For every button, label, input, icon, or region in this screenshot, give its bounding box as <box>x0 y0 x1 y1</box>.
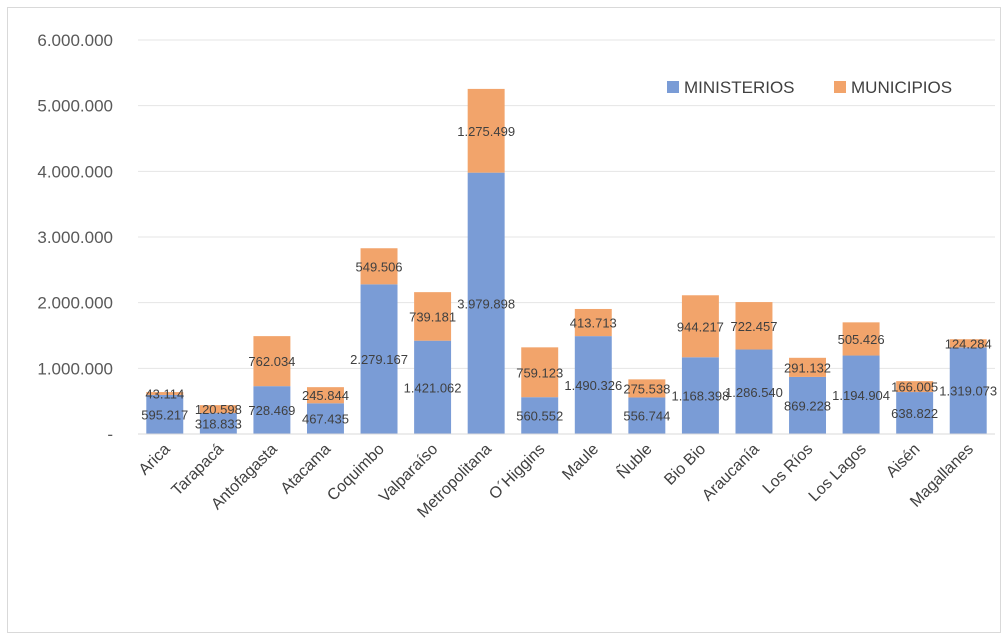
data-label-municipios: 1.275.499 <box>457 124 515 139</box>
data-label-municipios: 413.713 <box>570 316 617 331</box>
x-tick-label: Los Ríos <box>760 441 817 498</box>
bar-ministerios <box>628 397 666 434</box>
data-label-municipios: 549.506 <box>356 259 403 274</box>
data-label-municipios: 245.844 <box>302 388 349 403</box>
data-label-ministerios: 1.286.540 <box>725 385 783 400</box>
bar-ministerios <box>414 340 452 434</box>
y-tick-label: 3.000.000 <box>37 228 113 247</box>
bar-municipios <box>253 336 291 387</box>
data-label-ministerios: 869.228 <box>784 398 831 413</box>
data-label-municipios: 120.598 <box>195 402 242 417</box>
bar-municipios <box>789 357 827 377</box>
data-label-ministerios: 556.744 <box>623 409 670 424</box>
data-label-ministerios: 595.217 <box>141 407 188 422</box>
bar-ministerios <box>681 357 719 434</box>
x-tick-label: Arica <box>136 441 174 479</box>
data-label-ministerios: 1.194.904 <box>832 388 890 403</box>
bar-municipios <box>467 88 505 173</box>
bar-ministerios <box>467 172 505 434</box>
data-label-municipios: 759.123 <box>516 365 563 380</box>
bar-municipios <box>199 405 237 414</box>
data-label-ministerios: 1.421.062 <box>404 380 462 395</box>
bar-ministerios <box>360 284 398 434</box>
data-label-municipios: 124.284 <box>945 336 992 351</box>
legend-swatch-ministerios <box>667 81 679 93</box>
data-label-ministerios: 638.822 <box>891 406 938 421</box>
legend-label-municipios: MUNICIPIOS <box>851 78 952 97</box>
x-tick-label: Los Lagos <box>806 441 870 505</box>
bar-municipios <box>628 379 666 398</box>
data-label-municipios: 275.538 <box>623 381 670 396</box>
legend-label-ministerios: MINISTERIOS <box>684 78 795 97</box>
x-tick-label: Maule <box>559 441 602 484</box>
data-label-ministerios: 467.435 <box>302 412 349 427</box>
data-label-municipios: 944.217 <box>677 319 724 334</box>
data-label-municipios: 166.005 <box>891 380 938 395</box>
data-label-ministerios: 1.319.073 <box>939 384 997 399</box>
bar-municipios <box>735 302 773 350</box>
y-tick-label: 6.000.000 <box>37 31 113 50</box>
y-tick-label: 1.000.000 <box>37 359 113 378</box>
y-tick-label: - <box>107 425 113 444</box>
bar-ministerios <box>521 397 559 434</box>
data-label-ministerios: 1.490.326 <box>564 378 622 393</box>
bar-ministerios <box>146 394 184 434</box>
data-label-municipios: 43.114 <box>145 386 184 401</box>
bar-municipios <box>842 322 880 356</box>
data-label-municipios: 762.034 <box>248 354 295 369</box>
bar-municipios <box>896 381 934 393</box>
data-label-municipios: 505.426 <box>838 332 885 347</box>
data-label-ministerios: 318.833 <box>195 417 242 432</box>
bar-municipios <box>521 347 559 398</box>
x-tick-label: Aisén <box>883 441 923 481</box>
y-tick-label: 4.000.000 <box>37 162 113 181</box>
data-label-ministerios: 2.279.167 <box>350 352 408 367</box>
x-tick-label: Ñuble <box>612 439 656 483</box>
x-tick-label: Araucanía <box>699 441 763 505</box>
bar-municipios <box>414 292 452 341</box>
bar-municipios <box>360 248 398 285</box>
data-label-ministerios: 728.469 <box>248 403 295 418</box>
y-tick-label: 2.000.000 <box>37 294 113 313</box>
bar-municipios <box>306 387 344 404</box>
bar-municipios <box>574 308 612 337</box>
legend-swatch-municipios <box>834 81 846 93</box>
bar-ministerios <box>253 386 291 434</box>
bar-ministerios <box>735 349 773 434</box>
bar-ministerios <box>896 392 934 434</box>
bar-municipios <box>681 295 719 358</box>
data-label-ministerios: 560.552 <box>516 409 563 424</box>
x-tick-label: Bio Bio <box>661 441 709 489</box>
bar-ministerios <box>306 403 344 434</box>
bar-ministerios <box>789 376 827 434</box>
bar-municipios <box>146 392 184 395</box>
data-label-municipios: 291.132 <box>784 360 831 375</box>
x-tick-label: Atacama <box>278 441 335 498</box>
data-label-ministerios: 3.979.898 <box>457 296 515 311</box>
bar-ministerios <box>949 347 987 434</box>
bar-ministerios <box>199 413 237 434</box>
bar-ministerios <box>574 336 612 434</box>
bar-ministerios <box>842 355 880 434</box>
bar-municipios <box>949 339 987 348</box>
y-tick-label: 5.000.000 <box>37 97 113 116</box>
x-tick-label: O´Higgins <box>486 441 548 503</box>
data-label-municipios: 722.457 <box>730 319 777 334</box>
data-label-municipios: 739.181 <box>409 309 456 324</box>
data-label-ministerios: 1.168.398 <box>671 389 729 404</box>
